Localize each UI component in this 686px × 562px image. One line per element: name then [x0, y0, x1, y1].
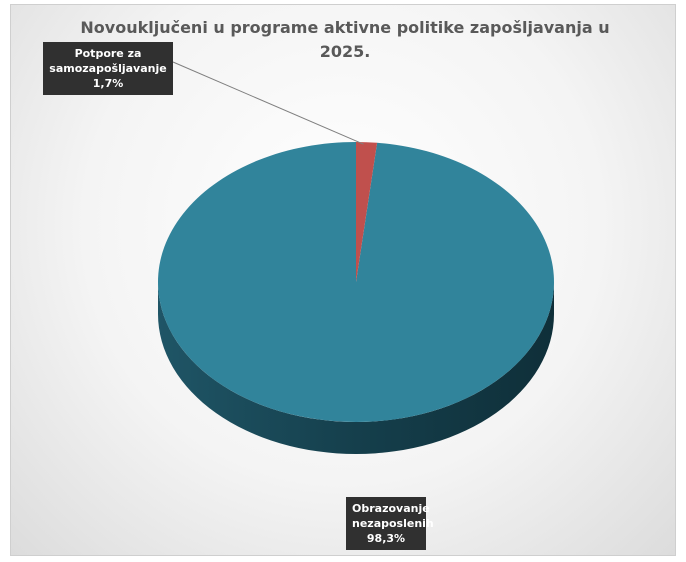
chart-title: Novouključeni u programe aktivne politik… [80, 18, 610, 61]
pie-side-wall [158, 282, 554, 454]
label-value: 1,7% [92, 77, 124, 90]
label-line: Obrazovanje [352, 502, 430, 515]
label-value: 98,3% [366, 532, 406, 545]
data-label-education: Obrazovanje nezaposlenih 98,3% [346, 497, 434, 550]
pie-slice-self-employment [356, 142, 378, 282]
data-label-self-employment: Potpore za samozapošljavanje 1,7% [43, 42, 173, 95]
label-line: nezaposlenih [352, 517, 434, 530]
label-line: Potpore za [74, 47, 142, 60]
leader-line-self-employment [172, 61, 364, 145]
pie-slice-education [158, 142, 555, 423]
label-line: samozapošljavanje [49, 62, 167, 75]
